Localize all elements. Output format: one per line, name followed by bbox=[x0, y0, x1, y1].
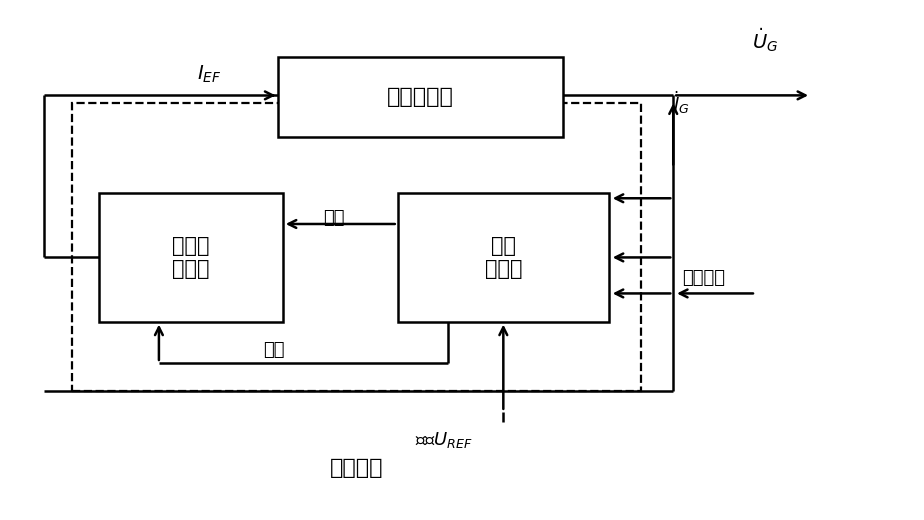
Text: $\dot{U}_G$: $\dot{U}_G$ bbox=[752, 27, 778, 54]
Bar bbox=[397, 193, 609, 322]
Bar bbox=[99, 193, 283, 322]
Text: $\dot{I}_G$: $\dot{I}_G$ bbox=[674, 89, 690, 116]
Text: 其他信号: 其他信号 bbox=[683, 269, 725, 287]
Text: 手动: 手动 bbox=[263, 341, 285, 359]
Text: 同步发电机: 同步发电机 bbox=[387, 87, 454, 107]
Bar bbox=[72, 103, 641, 391]
Text: 自动: 自动 bbox=[322, 209, 344, 227]
Text: $I_{EF}$: $I_{EF}$ bbox=[197, 64, 222, 85]
Bar bbox=[278, 57, 563, 137]
Text: 励磁
调节器: 励磁 调节器 bbox=[484, 236, 522, 279]
Text: 基准$U_{REF}$: 基准$U_{REF}$ bbox=[415, 430, 472, 450]
Text: 励磁功
率单元: 励磁功 率单元 bbox=[172, 236, 210, 279]
Text: 励磁系统: 励磁系统 bbox=[330, 458, 383, 478]
